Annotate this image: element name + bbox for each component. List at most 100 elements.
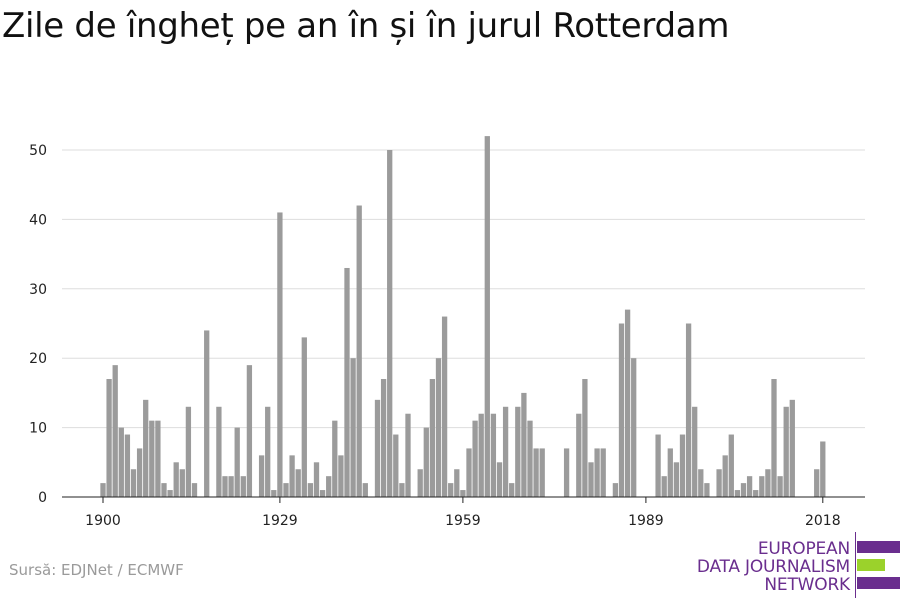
bar-1905 bbox=[130, 469, 137, 497]
bar-2005 bbox=[740, 483, 747, 497]
logo-line-data-journalism: DATA JOURNALISM bbox=[696, 557, 850, 577]
bar-1932 bbox=[295, 469, 301, 497]
bar-1998 bbox=[698, 469, 704, 497]
bar-1933 bbox=[301, 337, 307, 497]
x-axis-ticks: 1900 1929 1959 1989 2018 bbox=[85, 497, 841, 529]
bar-1929 bbox=[277, 212, 283, 497]
x-tick-label: 1989 bbox=[628, 513, 664, 529]
bar-1947 bbox=[387, 150, 393, 497]
bar-1936 bbox=[319, 490, 326, 497]
bar-2007 bbox=[753, 490, 759, 497]
y-tick-label: 50 bbox=[29, 143, 47, 159]
bar-1978 bbox=[576, 413, 582, 497]
bar-1993 bbox=[667, 448, 673, 497]
bar-1987 bbox=[631, 358, 637, 497]
logo-bar-purple-bottom bbox=[857, 577, 900, 589]
bar-1953 bbox=[423, 427, 429, 497]
bar-1912 bbox=[173, 462, 179, 497]
bar-2010 bbox=[771, 379, 777, 497]
bar-2001 bbox=[716, 469, 722, 497]
bar-1960 bbox=[466, 448, 472, 497]
y-tick-label: 40 bbox=[29, 212, 47, 228]
bar-1967 bbox=[509, 483, 515, 497]
bar-1904 bbox=[124, 434, 131, 497]
bar-1914 bbox=[185, 406, 192, 497]
bar-1969 bbox=[521, 392, 527, 497]
source-note: Sursă: EDJNet / ECMWF bbox=[9, 561, 184, 579]
bar-1931 bbox=[289, 455, 295, 497]
edjnet-logo: EUROPEAN DATA JOURNALISM NETWORK bbox=[696, 532, 900, 598]
bar-2011 bbox=[777, 476, 783, 497]
bar-1972 bbox=[539, 448, 545, 497]
bar-1945 bbox=[374, 399, 381, 497]
bar-1996 bbox=[685, 323, 692, 497]
bar-1930 bbox=[283, 483, 289, 497]
bar-1964 bbox=[490, 413, 497, 497]
bar-1982 bbox=[600, 448, 606, 497]
bar-1995 bbox=[679, 434, 686, 497]
bar-2018 bbox=[820, 441, 826, 497]
bar-1935 bbox=[313, 462, 320, 497]
bar-1942 bbox=[356, 205, 362, 497]
bar-1966 bbox=[502, 406, 509, 497]
bar-1924 bbox=[246, 365, 253, 497]
bar-1919 bbox=[216, 406, 222, 497]
bar-1915 bbox=[191, 483, 198, 497]
bar-1943 bbox=[362, 483, 368, 497]
bar-1922 bbox=[234, 427, 240, 497]
bar-2009 bbox=[765, 469, 771, 497]
y-axis-ticks: 0 10 20 30 40 50 bbox=[29, 143, 47, 506]
x-tick-label: 1900 bbox=[85, 513, 121, 529]
logo-bar-purple-top bbox=[857, 541, 900, 553]
bar-1979 bbox=[582, 379, 588, 497]
bar-1921 bbox=[228, 476, 234, 497]
bar-1970 bbox=[527, 420, 533, 497]
bar-1968 bbox=[515, 406, 521, 497]
bar-1949 bbox=[399, 483, 405, 497]
x-tick-label: 2018 bbox=[805, 513, 841, 529]
bar-1906 bbox=[136, 448, 143, 497]
x-tick-label: 1929 bbox=[262, 513, 298, 529]
bar-1948 bbox=[393, 434, 399, 497]
bar-1913 bbox=[179, 469, 185, 497]
bar-1938 bbox=[332, 420, 338, 497]
bar-1900 bbox=[100, 483, 106, 497]
bar-1957 bbox=[448, 483, 454, 497]
y-tick-label: 20 bbox=[29, 351, 47, 367]
bar-1903 bbox=[118, 427, 124, 497]
bar-1959 bbox=[460, 490, 466, 497]
bar-1994 bbox=[673, 462, 680, 497]
bar-1937 bbox=[326, 476, 332, 497]
bar-2013 bbox=[789, 399, 795, 497]
bar-1901 bbox=[106, 379, 112, 497]
bar-1908 bbox=[149, 420, 155, 497]
bar-1958 bbox=[454, 469, 460, 497]
bar-1946 bbox=[380, 379, 387, 497]
bar-1985 bbox=[618, 323, 625, 497]
bar-2006 bbox=[746, 476, 753, 497]
bar-1928 bbox=[271, 490, 277, 497]
logo-bar-green bbox=[857, 559, 885, 571]
bar-1941 bbox=[350, 358, 356, 497]
bar-1920 bbox=[222, 476, 228, 497]
bar-1962 bbox=[478, 413, 484, 497]
bar-1955 bbox=[435, 358, 442, 497]
bar-1950 bbox=[405, 413, 411, 497]
bar-1940 bbox=[344, 267, 350, 497]
gridlines bbox=[62, 149, 865, 429]
bar-1917 bbox=[204, 330, 210, 497]
bar-1991 bbox=[655, 434, 661, 497]
bar-1980 bbox=[588, 462, 594, 497]
bar-2003 bbox=[728, 434, 734, 497]
bar-series bbox=[100, 136, 826, 497]
bar-2012 bbox=[783, 406, 789, 497]
chart-title: Zile de îngheț pe an în și în jurul Rott… bbox=[2, 6, 730, 46]
bar-1956 bbox=[441, 316, 448, 497]
logo-line-network: NETWORK bbox=[764, 575, 850, 595]
bar-1986 bbox=[624, 309, 631, 497]
bar-2004 bbox=[734, 490, 741, 497]
bar-1997 bbox=[692, 406, 698, 497]
bar-1992 bbox=[661, 476, 667, 497]
bar-1965 bbox=[496, 462, 503, 497]
